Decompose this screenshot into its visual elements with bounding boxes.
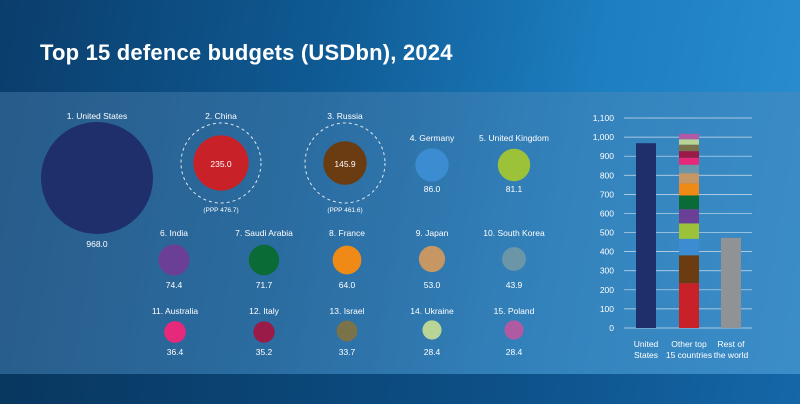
stack-segment-india bbox=[679, 209, 699, 224]
label-south-korea: 10. South Korea bbox=[483, 228, 545, 238]
stack-segment-italy bbox=[679, 151, 699, 158]
label-germany: 4. Germany bbox=[410, 133, 455, 143]
ppp-china: (PPP 476.7) bbox=[203, 207, 238, 214]
value-japan: 53.0 bbox=[424, 280, 441, 290]
value-saudi-arabia: 71.7 bbox=[256, 280, 273, 290]
label-russia: 3. Russia bbox=[327, 111, 363, 121]
bar-label-other-top-15-countries-1: Other top bbox=[671, 339, 707, 349]
bar-rest-of-the-world bbox=[721, 237, 741, 328]
label-ukraine: 14. Ukraine bbox=[410, 306, 454, 316]
value-russia: 145.9 bbox=[334, 159, 356, 169]
label-france: 8. France bbox=[329, 228, 365, 238]
ytick-700: 700 bbox=[600, 189, 614, 199]
ytick-500: 500 bbox=[600, 228, 614, 238]
stack-segment-ukraine bbox=[679, 139, 699, 145]
label-poland: 15. Poland bbox=[494, 306, 535, 316]
bubble-australia bbox=[164, 321, 186, 343]
stack-segment-japan bbox=[679, 173, 699, 184]
bottom-strip bbox=[0, 374, 800, 404]
bar-label-united-states-1: United bbox=[634, 339, 659, 349]
ppp-ring-china bbox=[180, 122, 262, 204]
value-south-korea: 43.9 bbox=[506, 280, 523, 290]
ppp-russia: (PPP 461.6) bbox=[327, 207, 362, 214]
stack-segment-poland bbox=[679, 133, 699, 140]
value-china: 235.0 bbox=[210, 159, 232, 169]
ytick-600: 600 bbox=[600, 208, 614, 218]
ytick-800: 800 bbox=[600, 170, 614, 180]
bar-label-rest-of-the-world-2: the world bbox=[714, 350, 749, 360]
ytick-400: 400 bbox=[600, 247, 614, 257]
bubble-ukraine bbox=[422, 320, 442, 340]
bar-label-united-states-2: States bbox=[634, 350, 658, 360]
value-united-kingdom: 81.1 bbox=[506, 184, 523, 194]
bubble-united-kingdom bbox=[497, 148, 531, 182]
value-united-states: 968.0 bbox=[86, 239, 108, 249]
label-saudi-arabia: 7. Saudi Arabia bbox=[235, 228, 293, 238]
stack-segment-france bbox=[679, 183, 699, 196]
bubble-united-states bbox=[40, 121, 154, 235]
label-india: 6. India bbox=[160, 228, 188, 238]
value-italy: 35.2 bbox=[256, 347, 273, 357]
ytick-900: 900 bbox=[600, 151, 614, 161]
value-france: 64.0 bbox=[339, 280, 356, 290]
stack-segment-russia bbox=[679, 255, 699, 284]
value-poland: 28.4 bbox=[506, 347, 523, 357]
bubble-germany bbox=[415, 148, 449, 182]
bubble-china bbox=[193, 135, 249, 191]
value-germany: 86.0 bbox=[424, 184, 441, 194]
stack-segment-china bbox=[679, 283, 699, 328]
bubble-japan bbox=[418, 245, 446, 273]
ytick-1-100: 1,100 bbox=[593, 113, 615, 123]
stack-segment-south-korea bbox=[679, 164, 699, 174]
ytick-100: 100 bbox=[600, 304, 614, 314]
bubble-india bbox=[158, 244, 190, 276]
ytick-300: 300 bbox=[600, 266, 614, 276]
ytick-1-000: 1,000 bbox=[593, 132, 615, 142]
bar-label-rest-of-the-world-1: Rest of bbox=[718, 339, 746, 349]
ppp-ring-russia bbox=[304, 122, 386, 204]
label-united-kingdom: 5. United Kingdom bbox=[479, 133, 549, 143]
ytick-0: 0 bbox=[609, 323, 614, 333]
label-israel: 13. Israel bbox=[330, 306, 365, 316]
stack-segment-israel bbox=[679, 144, 699, 152]
label-australia: 11. Australia bbox=[152, 306, 198, 316]
label-china: 2. China bbox=[205, 111, 237, 121]
stack-segment-saudi-arabia bbox=[679, 195, 699, 210]
bubble-south-korea bbox=[502, 247, 526, 271]
bar-united-states bbox=[636, 143, 656, 328]
value-ukraine: 28.4 bbox=[424, 347, 441, 357]
bubble-russia bbox=[323, 141, 367, 185]
value-australia: 36.4 bbox=[167, 347, 184, 357]
bubble-poland bbox=[504, 320, 524, 340]
label-japan: 9. Japan bbox=[416, 228, 449, 238]
ytick-200: 200 bbox=[600, 285, 614, 295]
stack-segment-germany bbox=[679, 238, 699, 256]
bubble-france bbox=[332, 245, 362, 275]
label-united-states: 1. United States bbox=[67, 111, 127, 121]
stack-segment-australia bbox=[679, 157, 699, 165]
bar-label-other-top-15-countries-2: 15 countries bbox=[666, 350, 712, 360]
bubble-israel bbox=[336, 320, 358, 342]
label-italy: 12. Italy bbox=[249, 306, 280, 316]
stack-segment-united-kingdom bbox=[679, 223, 699, 239]
chart-title: Top 15 defence budgets (USDbn), 2024 bbox=[40, 40, 453, 65]
bubble-italy bbox=[253, 321, 275, 343]
value-india: 74.4 bbox=[166, 280, 183, 290]
bubble-saudi-arabia bbox=[248, 244, 280, 276]
value-israel: 33.7 bbox=[339, 347, 356, 357]
